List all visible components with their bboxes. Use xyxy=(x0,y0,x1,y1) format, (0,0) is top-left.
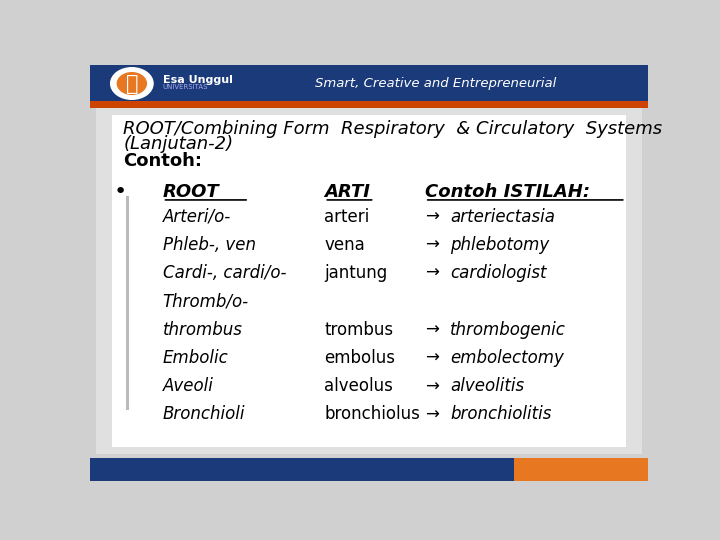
Text: UNIVERSITAS: UNIVERSITAS xyxy=(163,84,208,90)
Text: →: → xyxy=(425,236,438,254)
Text: →: → xyxy=(425,406,438,423)
FancyBboxPatch shape xyxy=(90,458,648,481)
Text: →: → xyxy=(425,349,438,367)
Text: embolus: embolus xyxy=(324,349,395,367)
Text: →: → xyxy=(425,321,438,339)
Text: phlebotomy: phlebotomy xyxy=(450,236,549,254)
Text: jantung: jantung xyxy=(324,264,387,282)
Text: Contoh ISTILAH:: Contoh ISTILAH: xyxy=(425,183,590,201)
Text: alveolus: alveolus xyxy=(324,377,393,395)
Circle shape xyxy=(111,68,153,99)
FancyBboxPatch shape xyxy=(112,114,626,447)
Text: cardiologist: cardiologist xyxy=(450,264,546,282)
Text: arteri: arteri xyxy=(324,207,369,226)
Text: Ⓞ: Ⓞ xyxy=(125,73,138,93)
FancyBboxPatch shape xyxy=(96,109,642,454)
Text: vena: vena xyxy=(324,236,365,254)
Text: Aveoli: Aveoli xyxy=(163,377,213,395)
Text: Embolic: Embolic xyxy=(163,349,228,367)
Text: Esa Unggul: Esa Unggul xyxy=(163,75,233,85)
Text: bronchiolus: bronchiolus xyxy=(324,406,420,423)
FancyBboxPatch shape xyxy=(90,101,648,107)
Text: (Lanjutan-2): (Lanjutan-2) xyxy=(124,135,233,153)
Text: bronchiolitis: bronchiolitis xyxy=(450,406,552,423)
Text: →: → xyxy=(425,207,438,226)
Text: ROOT/Combining Form  Respiratory  & Circulatory  Systems: ROOT/Combining Form Respiratory & Circul… xyxy=(124,120,662,138)
Text: trombus: trombus xyxy=(324,321,394,339)
Text: Bronchioli: Bronchioli xyxy=(163,406,245,423)
Text: ROOT: ROOT xyxy=(163,183,219,201)
Text: embolectomy: embolectomy xyxy=(450,349,564,367)
Text: →: → xyxy=(425,377,438,395)
Text: →: → xyxy=(425,264,438,282)
Text: Arteri/o-: Arteri/o- xyxy=(163,207,231,226)
Text: Thromb/o-: Thromb/o- xyxy=(163,292,248,310)
Text: Phleb-, ven: Phleb-, ven xyxy=(163,236,256,254)
Text: arteriectasia: arteriectasia xyxy=(450,207,555,226)
FancyBboxPatch shape xyxy=(90,65,648,102)
Text: Contoh:: Contoh: xyxy=(124,152,202,170)
Text: thrombus: thrombus xyxy=(163,321,243,339)
FancyBboxPatch shape xyxy=(514,458,648,481)
Circle shape xyxy=(117,73,146,94)
FancyBboxPatch shape xyxy=(126,196,129,410)
Text: ARTI: ARTI xyxy=(324,183,370,201)
Text: thrombogenic: thrombogenic xyxy=(450,321,566,339)
Text: Cardi-, cardi/o-: Cardi-, cardi/o- xyxy=(163,264,286,282)
Text: •: • xyxy=(114,181,127,201)
Text: Smart, Creative and Entrepreneurial: Smart, Creative and Entrepreneurial xyxy=(315,77,557,90)
Text: alveolitis: alveolitis xyxy=(450,377,524,395)
